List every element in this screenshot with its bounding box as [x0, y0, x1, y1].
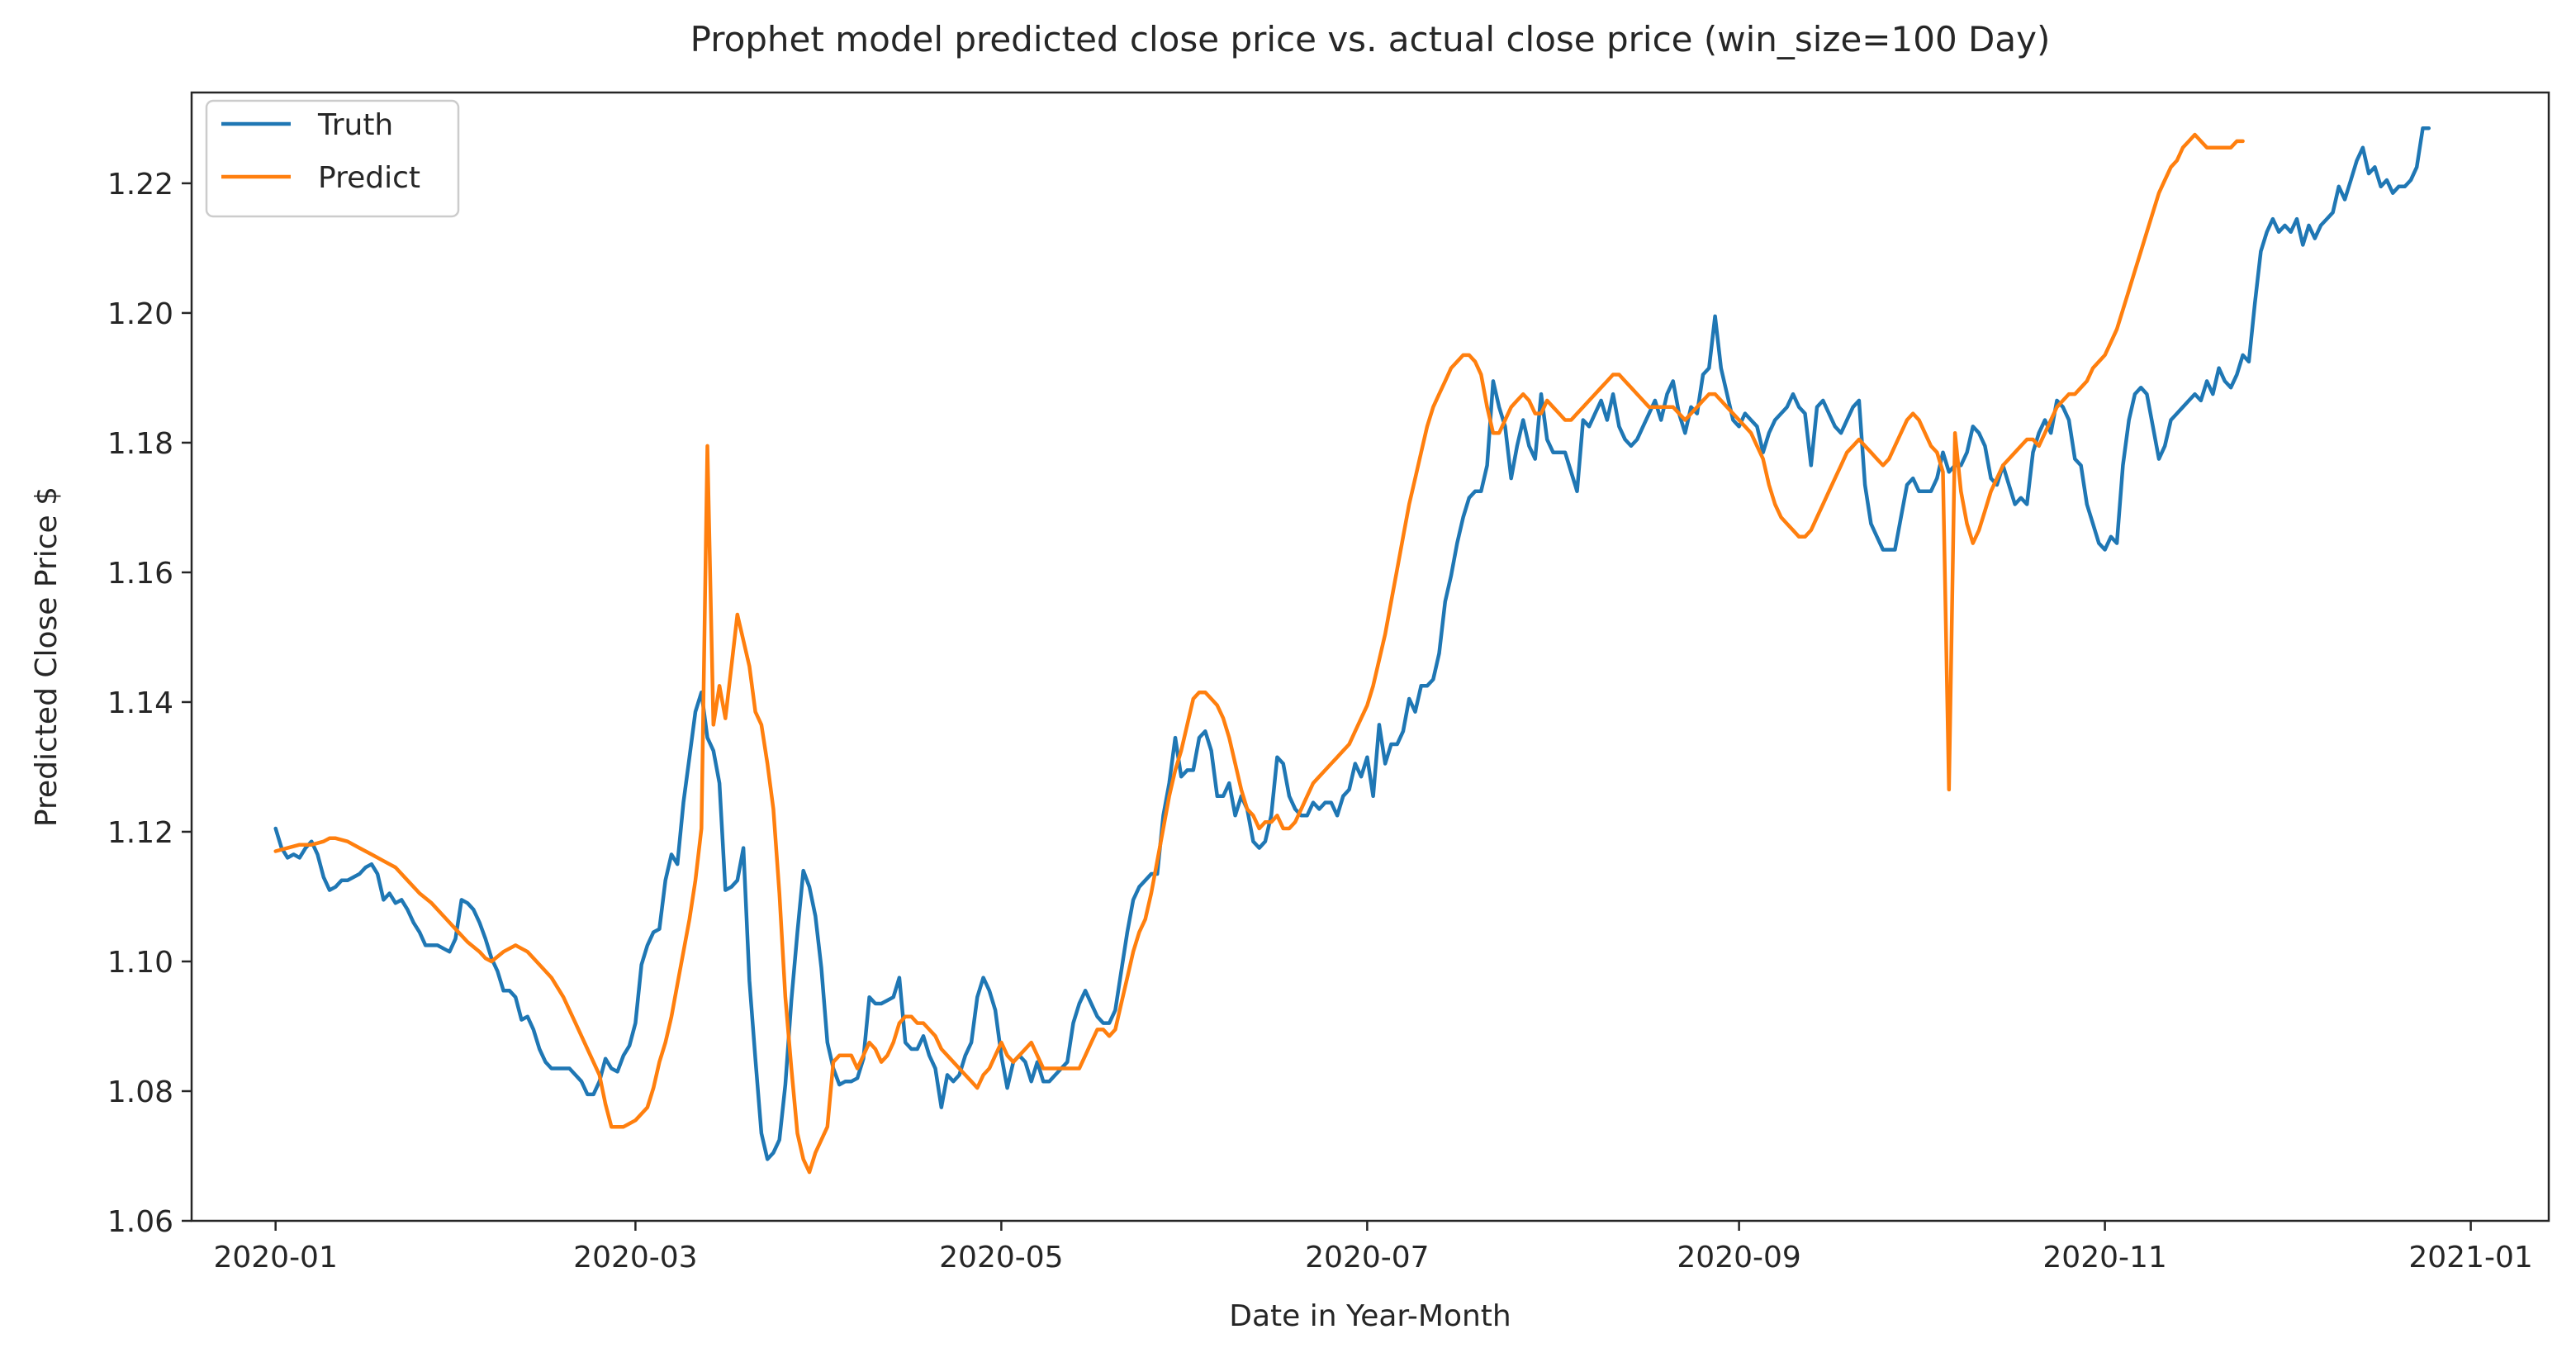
y-axis: 1.06 1.08 1.10 1.12 1.14 1.16 1.18 1.20 1.22: [107, 168, 192, 1239]
legend-label-predict: Predict: [318, 161, 420, 195]
plot-frame: [190, 91, 2550, 1222]
y-tick-label: 1.08: [107, 1075, 173, 1109]
legend: Truth Predict: [205, 99, 460, 218]
plot-area: [190, 91, 2550, 1222]
x-tick-label: 2021-01: [2408, 1241, 2532, 1275]
x-tick-label: 2020-03: [573, 1241, 697, 1275]
x-axis: 2020-01 2020-03 2020-05 2020-07 2020-09 2020-…: [213, 1221, 2533, 1275]
y-tick-label: 1.10: [107, 946, 173, 980]
legend-label-truth: Truth: [317, 108, 393, 142]
y-tick-label: 1.16: [107, 557, 173, 591]
x-tick-label: 2020-11: [2042, 1241, 2166, 1275]
y-tick-label: 1.20: [107, 297, 173, 331]
series-layer: [273, 126, 2431, 1175]
y-axis-label: Predicted Close Price $: [30, 487, 64, 827]
chart-title: Prophet model predicted close price vs. …: [690, 19, 2051, 59]
y-tick-label: 1.14: [107, 686, 173, 720]
legend-box: [205, 99, 460, 218]
x-tick-label: 2020-07: [1305, 1241, 1429, 1275]
y-tick-label: 1.06: [107, 1205, 173, 1239]
x-tick-label: 2020-09: [1677, 1241, 1800, 1275]
series-line-predict: [273, 132, 2245, 1175]
x-axis-label: Date in Year-Month: [1229, 1299, 1511, 1333]
y-tick-label: 1.18: [107, 427, 173, 461]
plot-background: [192, 93, 2549, 1221]
y-tick-label: 1.22: [107, 168, 173, 202]
series-line-truth: [273, 126, 2431, 1161]
x-tick-label: 2020-05: [939, 1241, 1063, 1275]
y-tick-label: 1.12: [107, 816, 173, 850]
x-tick-label: 2020-01: [213, 1241, 337, 1275]
